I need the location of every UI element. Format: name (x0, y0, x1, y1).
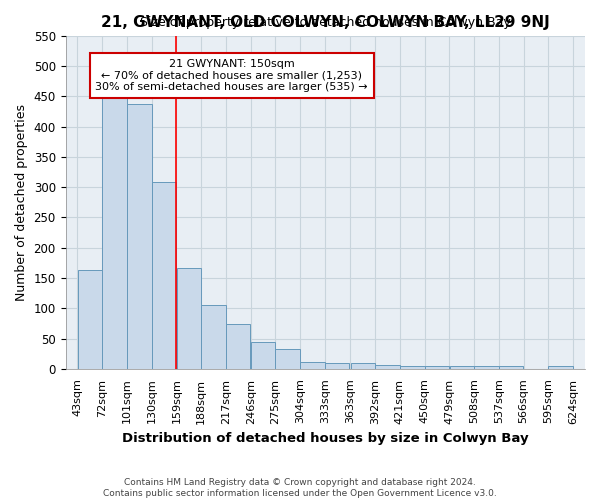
Bar (425, 366, 449, 369)
Y-axis label: Number of detached properties: Number of detached properties (15, 104, 28, 301)
Bar (152, 182, 176, 369)
Text: 21 GWYNANT: 150sqm
← 70% of detached houses are smaller (1,253)
30% of semi-deta: 21 GWYNANT: 150sqm ← 70% of detached hou… (95, 59, 368, 92)
Bar (548, 366, 573, 369)
Bar (325, 364, 349, 369)
Bar (375, 364, 400, 369)
Bar (201, 304, 226, 369)
Bar (400, 366, 425, 369)
Bar (499, 366, 523, 369)
Bar (300, 362, 325, 369)
Bar (275, 349, 300, 369)
Bar (103, 96, 127, 369)
Text: Contains HM Land Registry data © Crown copyright and database right 2024.
Contai: Contains HM Land Registry data © Crown c… (103, 478, 497, 498)
Bar (127, 104, 152, 369)
Bar (350, 364, 375, 369)
Title: 21, GWYNANT, OLD COLWYN, COLWYN BAY, LL29 9NJ: 21, GWYNANT, OLD COLWYN, COLWYN BAY, LL2… (101, 16, 550, 30)
Bar (251, 342, 275, 369)
Text: Size of property relative to detached houses in Colwyn Bay: Size of property relative to detached ho… (140, 16, 511, 29)
Bar (474, 366, 499, 369)
Bar (449, 366, 474, 369)
Bar (226, 324, 250, 369)
Bar (176, 268, 201, 369)
X-axis label: Distribution of detached houses by size in Colwyn Bay: Distribution of detached houses by size … (122, 432, 529, 445)
Bar (77, 270, 102, 369)
